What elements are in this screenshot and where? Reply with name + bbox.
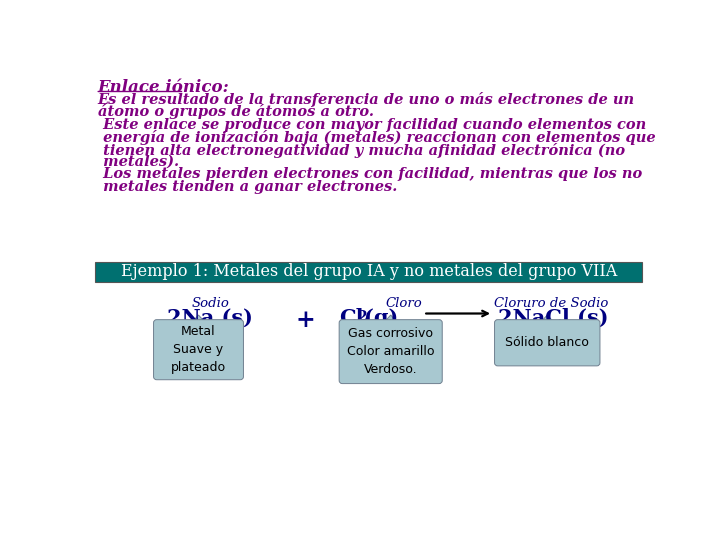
- Text: 2NaCl (s): 2NaCl (s): [498, 308, 608, 328]
- Text: Ejemplo 1: Metales del grupo IA y no metales del grupo VIIA: Ejemplo 1: Metales del grupo IA y no met…: [121, 264, 617, 280]
- Text: (g): (g): [364, 308, 399, 328]
- Text: Sodio: Sodio: [192, 298, 229, 310]
- FancyBboxPatch shape: [495, 320, 600, 366]
- Polygon shape: [540, 315, 554, 323]
- Text: 2Na (s): 2Na (s): [167, 308, 253, 328]
- FancyBboxPatch shape: [94, 262, 642, 282]
- Text: +: +: [296, 308, 315, 332]
- FancyBboxPatch shape: [153, 320, 243, 380]
- Text: Los metales pierden electrones con facilidad, mientras que los no: Los metales pierden electrones con facil…: [98, 167, 642, 181]
- Text: Este enlace se produce con mayor facilidad cuando elementos con: Este enlace se produce con mayor facilid…: [98, 118, 646, 132]
- Text: metales).: metales).: [98, 155, 179, 169]
- Text: Cl: Cl: [340, 308, 364, 328]
- Text: Metal
Suave y
plateado: Metal Suave y plateado: [171, 325, 226, 374]
- Text: átomo o grupos de átomos a otro.: átomo o grupos de átomos a otro.: [98, 104, 374, 119]
- Text: metales tienden a ganar electrones.: metales tienden a ganar electrones.: [98, 179, 397, 193]
- FancyBboxPatch shape: [339, 320, 442, 383]
- Text: 2: 2: [356, 310, 366, 325]
- Text: Cloro: Cloro: [385, 298, 422, 310]
- Text: energía de ionización baja (metales) reaccionan con elementos que: energía de ionización baja (metales) rea…: [98, 130, 655, 145]
- Text: Gas corrosivo
Color amarillo
Verdoso.: Gas corrosivo Color amarillo Verdoso.: [347, 327, 434, 376]
- Polygon shape: [192, 315, 205, 323]
- Polygon shape: [384, 315, 397, 323]
- Text: Es el resultado de la transferencia de uno o más electrones de un: Es el resultado de la transferencia de u…: [98, 92, 635, 107]
- Text: Cloruro de Sodio: Cloruro de Sodio: [494, 298, 608, 310]
- Text: tienen alta electronegatividad y mucha afinidad electrónica (no: tienen alta electronegatividad y mucha a…: [98, 143, 625, 158]
- Text: Sólido blanco: Sólido blanco: [505, 336, 589, 349]
- Text: Enlace iónico:: Enlace iónico:: [98, 79, 230, 96]
